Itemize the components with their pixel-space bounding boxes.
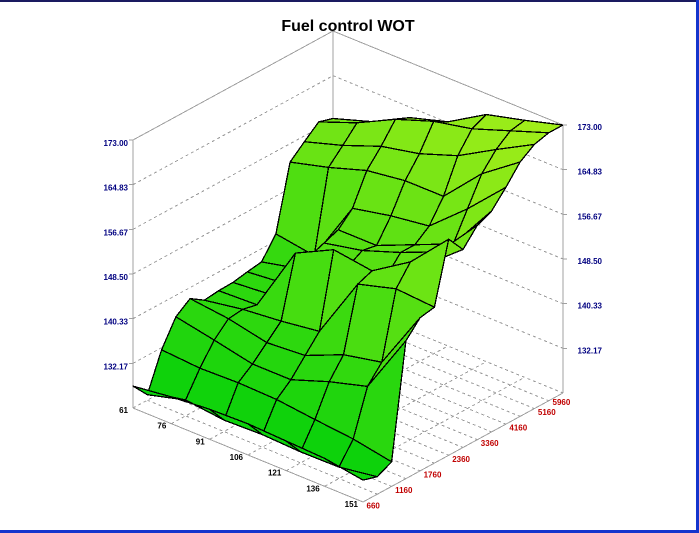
svg-text:Fuel control WOT: Fuel control WOT (281, 18, 415, 35)
svg-text:164.83: 164.83 (104, 184, 129, 193)
svg-text:151: 151 (345, 500, 359, 509)
svg-text:148.50: 148.50 (104, 273, 129, 282)
svg-text:660: 660 (367, 502, 381, 511)
svg-text:1760: 1760 (424, 470, 442, 479)
svg-text:1160: 1160 (395, 486, 413, 495)
svg-text:2360: 2360 (452, 455, 470, 464)
svg-text:4160: 4160 (509, 424, 527, 433)
svg-text:156.67: 156.67 (104, 228, 129, 237)
svg-text:3360: 3360 (481, 439, 499, 448)
svg-text:136: 136 (306, 484, 320, 493)
svg-text:5960: 5960 (553, 398, 571, 407)
svg-text:156.67: 156.67 (578, 212, 603, 221)
svg-text:76: 76 (157, 422, 166, 431)
svg-text:61: 61 (119, 406, 128, 415)
svg-text:91: 91 (196, 437, 205, 446)
svg-text:173.00: 173.00 (104, 139, 129, 148)
svg-text:173.00: 173.00 (578, 123, 603, 132)
svg-text:164.83: 164.83 (578, 168, 603, 177)
svg-text:121: 121 (268, 469, 282, 478)
svg-text:5160: 5160 (538, 408, 556, 417)
svg-text:106: 106 (230, 453, 244, 462)
svg-text:132.17: 132.17 (578, 346, 603, 355)
svg-text:140.33: 140.33 (104, 318, 129, 327)
svg-text:148.50: 148.50 (578, 257, 603, 266)
svg-text:132.17: 132.17 (104, 362, 129, 371)
svg-text:140.33: 140.33 (578, 302, 603, 311)
